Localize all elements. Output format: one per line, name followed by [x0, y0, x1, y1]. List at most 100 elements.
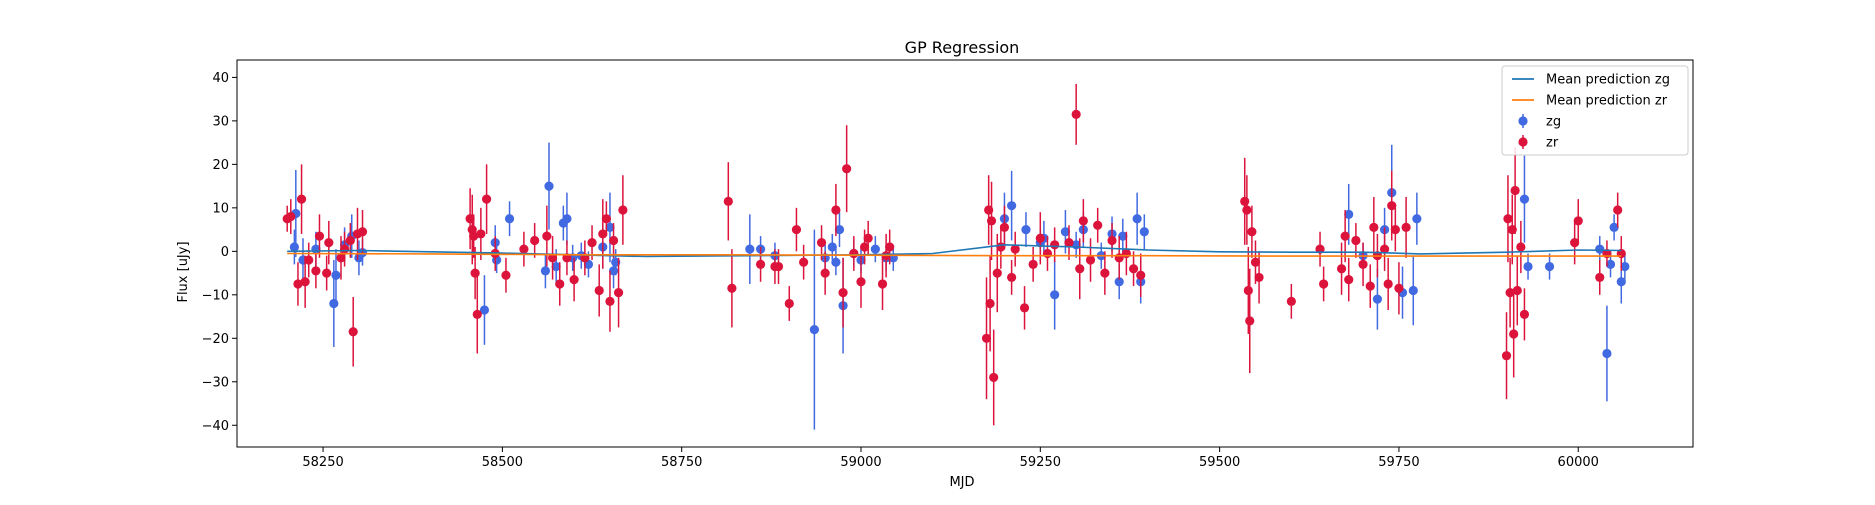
data-point-zg: [1595, 244, 1605, 254]
x-tick-label: 58250: [302, 455, 343, 470]
legend-entry: zg: [1518, 114, 1561, 130]
chart-title: GP Regression: [905, 38, 1020, 57]
y-tick-label: 10: [212, 201, 229, 216]
data-point-zr: [1340, 231, 1350, 241]
legend-label: zg: [1546, 115, 1561, 130]
data-point-zg: [1132, 214, 1142, 224]
data-point-zr: [1085, 255, 1096, 265]
data-point-zg: [831, 257, 841, 267]
data-point-zr: [1336, 264, 1347, 274]
data-point-zr: [1243, 285, 1253, 296]
legend: Mean prediction zg Mean prediction zr zg zr: [1501, 65, 1689, 156]
legend-marker-swatch: [1518, 116, 1528, 126]
data-point-zg: [331, 270, 341, 280]
data-point-zr: [608, 235, 619, 246]
data-point-zr: [469, 231, 479, 241]
data-point-zg: [1118, 231, 1128, 241]
data-point-zr: [1505, 288, 1515, 298]
data-point-zr: [727, 283, 737, 293]
data-point-zr: [849, 248, 859, 259]
data-point-zr: [1042, 248, 1053, 259]
legend-box: [1501, 65, 1689, 156]
data-point-zr: [1010, 244, 1020, 254]
data-point-zr: [1121, 248, 1131, 259]
data-point-zr: [1319, 279, 1329, 289]
data-point-zr: [1613, 205, 1623, 215]
data-point-zr: [286, 211, 296, 222]
data-point-zr: [1512, 285, 1522, 296]
data-point-zr: [1247, 227, 1257, 237]
data-point-zr: [519, 244, 529, 254]
data-point-zr: [986, 216, 997, 226]
data-point-zr: [820, 268, 830, 278]
legend-label: zr: [1546, 136, 1559, 151]
data-point-zr: [981, 333, 992, 343]
data-point-zr: [293, 279, 303, 289]
data-point-zg: [1114, 277, 1124, 287]
data-point-zr: [723, 196, 733, 206]
data-point-zr: [1369, 222, 1379, 233]
data-point-zg: [745, 244, 755, 254]
data-point-zr: [339, 244, 350, 254]
data-point-zr: [1390, 224, 1400, 235]
plot-area: [282, 83, 1630, 430]
x-tick-label: 59500: [1199, 455, 1240, 470]
data-point-zg: [1609, 222, 1619, 233]
data-point-zr: [1365, 281, 1375, 291]
data-point-zr: [831, 205, 841, 215]
data-point-zr: [1503, 214, 1513, 224]
data-point-zr: [1286, 296, 1296, 306]
y-tick-label: −40: [202, 419, 229, 434]
data-point-zr: [992, 268, 1002, 278]
data-point-zr: [1573, 216, 1583, 226]
line-mean-prediction-zr: [287, 252, 1622, 257]
data-point-zr: [838, 288, 848, 298]
data-point-zg: [329, 298, 339, 309]
legend-entry: zr: [1518, 135, 1559, 151]
y-tick-label: −20: [202, 332, 229, 347]
data-point-zr: [1250, 257, 1261, 267]
data-point-zr: [1254, 272, 1264, 283]
data-point-zg: [870, 244, 880, 254]
data-point-zr: [1240, 196, 1250, 206]
data-point-zr: [1019, 303, 1030, 313]
data-point-zr: [569, 274, 579, 285]
data-point-zg: [540, 266, 551, 276]
x-tick-label: 58500: [482, 455, 523, 470]
data-point-zg: [1060, 227, 1071, 237]
data-point-zr: [773, 261, 784, 272]
data-point-zr: [999, 222, 1010, 233]
data-point-zr: [476, 229, 486, 239]
x-axis-label: MJD: [949, 475, 974, 490]
data-point-zg: [544, 181, 554, 191]
data-point-zg: [1408, 285, 1418, 296]
data-point-zr: [1570, 238, 1580, 248]
data-point-zr: [472, 309, 482, 319]
data-point-zr: [842, 164, 852, 174]
data-point-zg: [1523, 261, 1533, 272]
data-point-zr: [1519, 309, 1530, 319]
data-point-zr: [587, 238, 597, 248]
data-point-zr: [594, 285, 604, 296]
data-point-zr: [1344, 274, 1354, 285]
data-point-zr: [345, 235, 355, 246]
x-tick-label: 58750: [661, 455, 702, 470]
data-point-zr: [530, 235, 540, 246]
data-point-zr: [1028, 259, 1038, 269]
data-point-zr: [784, 298, 794, 309]
legend-label: Mean prediction zg: [1546, 73, 1670, 88]
data-point-zr: [1093, 220, 1103, 230]
data-point-zr: [1383, 279, 1393, 289]
legend-marker-swatch: [1518, 137, 1528, 147]
data-point-zg: [479, 305, 490, 315]
data-point-zg: [1616, 277, 1626, 287]
data-point-zg: [1007, 201, 1017, 211]
y-tick-label: 20: [212, 158, 229, 173]
y-tick-label: −30: [202, 375, 229, 390]
data-point-zr: [1379, 244, 1390, 254]
data-point-zr: [1351, 235, 1361, 246]
data-point-zr: [1128, 264, 1139, 274]
data-point-zr: [348, 327, 358, 337]
